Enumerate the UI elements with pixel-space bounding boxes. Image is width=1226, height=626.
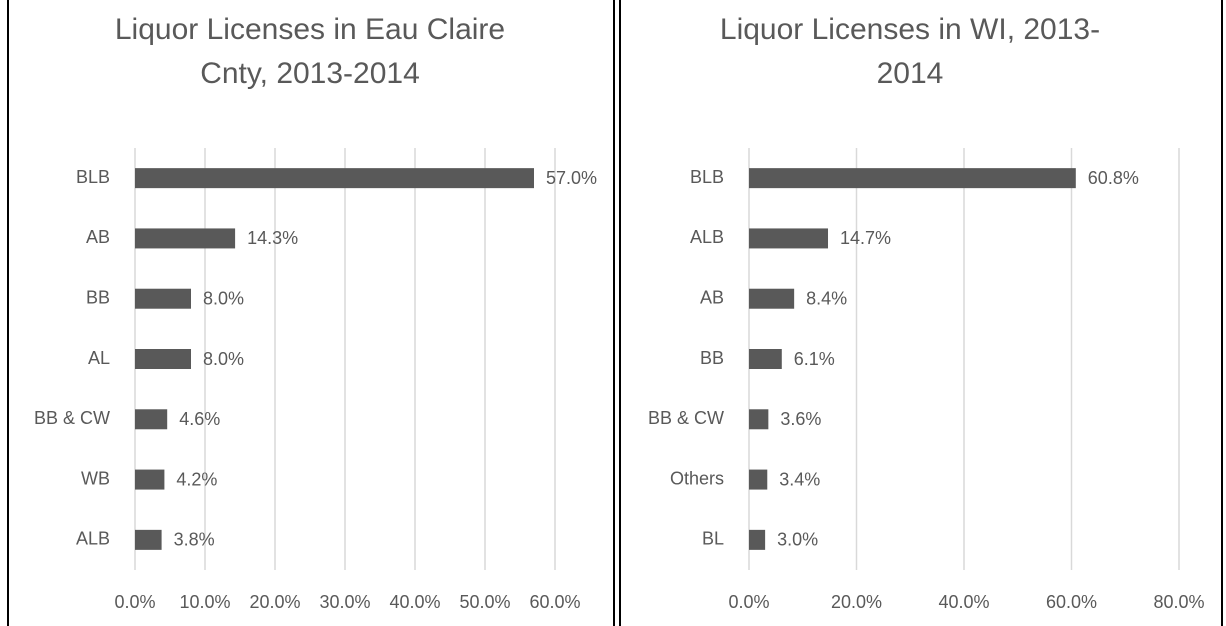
bar	[749, 409, 769, 430]
data-label: 3.0%	[777, 530, 818, 550]
y-tick-label: AB	[700, 287, 724, 307]
bar	[749, 228, 829, 249]
data-label: 14.3%	[247, 228, 298, 248]
y-tick-label: BB & CW	[34, 408, 110, 428]
data-label: 14.7%	[840, 228, 891, 248]
x-tick-label: 0.0%	[114, 592, 155, 612]
x-tick-label: 20.0%	[831, 592, 882, 612]
chart-title: Liquor Licenses in WI, 2013-2014	[719, 13, 1101, 90]
data-label: 57.0%	[546, 168, 597, 188]
x-tick-label: 80.0%	[1153, 592, 1204, 612]
y-tick-label: AB	[86, 227, 110, 247]
bar	[749, 469, 768, 490]
bar	[749, 168, 1076, 189]
bar	[135, 168, 534, 189]
data-label: 6.1%	[794, 349, 835, 369]
x-tick-label: 30.0%	[319, 592, 370, 612]
x-tick-label: 60.0%	[1046, 592, 1097, 612]
chart-title: Liquor Licenses in Eau Claire Cnty, 2013…	[114, 13, 506, 90]
x-tick-label: 40.0%	[389, 592, 440, 612]
bar	[135, 349, 191, 369]
y-tick-label: BLB	[76, 167, 110, 187]
bar	[135, 409, 168, 430]
y-tick-label: BB	[700, 348, 724, 368]
y-tick-label: WB	[81, 468, 110, 488]
data-label: 8.0%	[203, 288, 244, 308]
data-label: 60.8%	[1088, 168, 1139, 188]
y-tick-label: AL	[88, 348, 110, 368]
data-label: 3.4%	[779, 469, 820, 489]
y-tick-label: Others	[670, 468, 724, 488]
bar	[749, 288, 795, 309]
y-tick-label: BL	[702, 529, 724, 549]
x-tick-label: 50.0%	[459, 592, 510, 612]
bar	[135, 228, 236, 249]
x-tick-label: 60.0%	[529, 592, 580, 612]
data-label: 4.2%	[176, 469, 217, 489]
x-tick-label: 40.0%	[938, 592, 989, 612]
data-label: 8.0%	[203, 349, 244, 369]
data-label: 3.8%	[174, 530, 215, 550]
y-tick-label: BB & CW	[648, 408, 724, 428]
y-tick-label: BLB	[690, 167, 724, 187]
bar	[135, 529, 162, 550]
bar	[135, 469, 165, 490]
data-label: 8.4%	[806, 288, 847, 308]
y-tick-label: ALB	[690, 227, 724, 247]
bar	[749, 529, 766, 550]
y-tick-label: ALB	[76, 529, 110, 549]
bar	[749, 349, 782, 369]
x-tick-label: 0.0%	[728, 592, 769, 612]
x-tick-label: 20.0%	[249, 592, 300, 612]
y-tick-label: BB	[86, 287, 110, 307]
x-tick-label: 10.0%	[179, 592, 230, 612]
bar	[135, 288, 191, 309]
data-label: 3.6%	[780, 409, 821, 429]
data-label: 4.6%	[179, 409, 220, 429]
